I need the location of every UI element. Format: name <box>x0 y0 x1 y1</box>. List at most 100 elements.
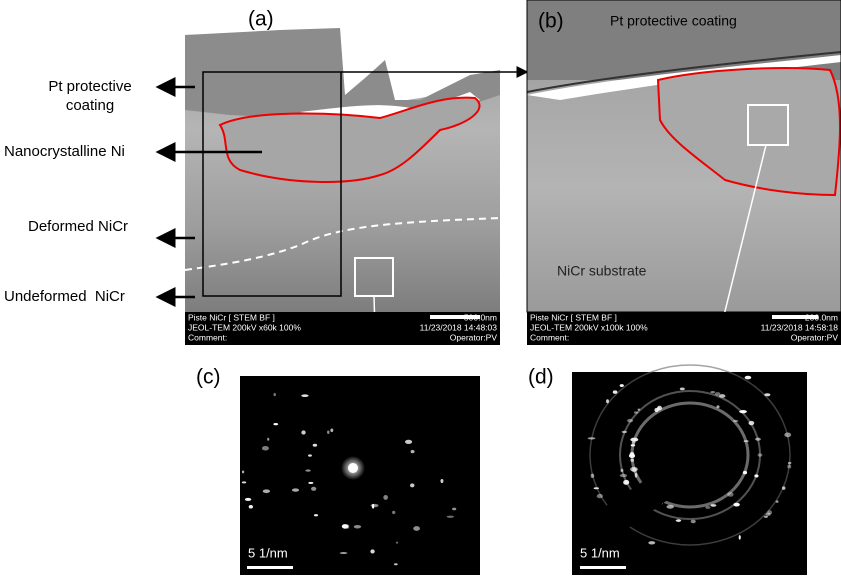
diffraction-spot <box>410 449 415 454</box>
diffraction-spot <box>606 399 609 404</box>
annotations: Pt protective coating Nanocrystalline Ni… <box>4 77 262 307</box>
diffraction-spot <box>327 430 330 435</box>
diffraction-spot <box>727 492 734 497</box>
diffraction-spot <box>742 470 748 475</box>
diffraction-spot <box>292 488 300 492</box>
diffraction-spot <box>666 504 674 509</box>
diffraction-spot <box>612 390 618 394</box>
scale-label: 5 1/nm <box>248 545 288 560</box>
diffraction-spot <box>634 472 638 478</box>
diffraction-spot <box>672 360 677 363</box>
substrate-label: NiCr substrate <box>557 263 647 279</box>
diffraction-spot <box>690 519 696 524</box>
diffraction-spot <box>241 481 247 484</box>
diffraction-spot <box>305 469 311 472</box>
diffraction-spot <box>787 461 792 465</box>
diffraction-spot <box>767 510 773 515</box>
diffraction-spot <box>732 419 739 423</box>
diffraction-spot <box>630 444 636 447</box>
diffraction-spot <box>353 525 362 529</box>
panel-label: (b) <box>538 10 564 33</box>
bar-operator: Operator:PV <box>450 332 498 342</box>
diffraction-spot <box>593 487 599 490</box>
diffraction-spot <box>630 466 638 472</box>
panel-label: (d) <box>528 366 554 389</box>
diffraction-spot <box>675 519 682 522</box>
bar-title: Piste NiCr [ STEM BF ] <box>530 312 617 322</box>
diffraction-spot <box>273 422 279 426</box>
diffraction-spot <box>339 552 348 555</box>
diffraction-spot <box>710 504 717 507</box>
diffraction-spot <box>440 478 444 484</box>
bar-date: 11/23/2018 14:48:03 <box>420 322 498 332</box>
annotation-line: Nanocrystalline Ni <box>4 143 125 160</box>
diffraction-spot <box>627 418 634 423</box>
diffraction-spot <box>679 387 685 391</box>
diffraction-spot <box>404 439 413 444</box>
diffraction-spot <box>393 563 398 566</box>
diffraction-spot <box>765 512 771 516</box>
diffraction-spot <box>629 451 635 457</box>
diffraction-spot <box>637 408 641 411</box>
diffraction-spot <box>267 437 270 441</box>
diffraction-spot <box>631 467 637 473</box>
panel-b-info-bar: Piste NiCr [ STEM BF ] JEOL-TEM 200kV x1… <box>527 312 841 345</box>
diffraction-spot <box>446 515 454 518</box>
diffraction-spot <box>413 526 420 531</box>
diffraction-spot <box>631 440 636 444</box>
panel-d-diffraction: 5 1/nm <box>572 360 807 575</box>
diffraction-spot <box>633 411 639 414</box>
bar-scale: 500.0nm <box>464 312 497 322</box>
diffraction-spot <box>262 489 270 494</box>
diffraction-spot <box>307 454 312 457</box>
diffraction-spot <box>392 510 396 515</box>
diffraction-spot <box>623 479 630 485</box>
diffraction-spot <box>787 464 792 469</box>
diffraction-spot <box>410 483 415 488</box>
diffraction-spot <box>383 494 388 500</box>
annotation-line: coating <box>66 97 114 114</box>
diffraction-spot <box>620 468 624 473</box>
diffraction-spot <box>590 473 595 478</box>
bar-instrument: JEOL-TEM 200kV x100k 100% <box>530 322 648 332</box>
diffraction-spot <box>596 493 603 499</box>
diffraction-spot <box>630 458 635 462</box>
panel-label: (c) <box>196 366 221 389</box>
diffraction-spot <box>301 430 306 435</box>
diffraction-spot <box>621 430 628 434</box>
diffraction-spot <box>312 443 318 447</box>
diffraction-spot <box>755 437 761 441</box>
diffraction-spot <box>395 541 399 544</box>
annotation-line: Deformed NiCr <box>28 218 128 235</box>
panel-a-info-bar: Piste NiCr [ STEM BF ] JEOL-TEM 200kV x6… <box>185 312 500 345</box>
diffraction-spot <box>705 360 712 363</box>
diffraction-spot <box>716 405 720 409</box>
bar-comment: Comment: <box>188 332 227 342</box>
diffraction-spot <box>710 390 715 394</box>
diffraction-spot <box>619 384 624 387</box>
diffraction-spot <box>248 504 253 509</box>
scale-bar <box>247 566 293 569</box>
bar-operator: Operator:PV <box>791 332 839 342</box>
diffraction-spot <box>241 470 245 474</box>
annotation-line: Pt protective <box>48 78 131 95</box>
scale-bar <box>772 315 818 319</box>
bar-comment: Comment: <box>530 332 569 342</box>
diffraction-spot <box>784 432 792 438</box>
bar-date: 11/23/2018 14:58:18 <box>761 322 839 332</box>
bar-scale: 200.0nm <box>805 312 838 322</box>
scale-bar <box>580 566 626 569</box>
scale-bar <box>430 315 480 319</box>
diffraction-spot <box>733 502 740 507</box>
diffraction-spot <box>630 437 639 442</box>
diffraction-spot <box>775 500 779 503</box>
diffraction-spot <box>301 394 309 398</box>
diffraction-spot <box>714 392 721 396</box>
diffraction-spot <box>261 445 269 451</box>
diffraction-spot <box>311 486 317 491</box>
diffraction-spot <box>757 453 763 457</box>
diffraction-spot <box>370 503 379 508</box>
diffraction-spot <box>273 392 276 397</box>
diffraction-spot <box>370 549 375 554</box>
bar-title: Piste NiCr [ STEM BF ] <box>188 312 275 322</box>
